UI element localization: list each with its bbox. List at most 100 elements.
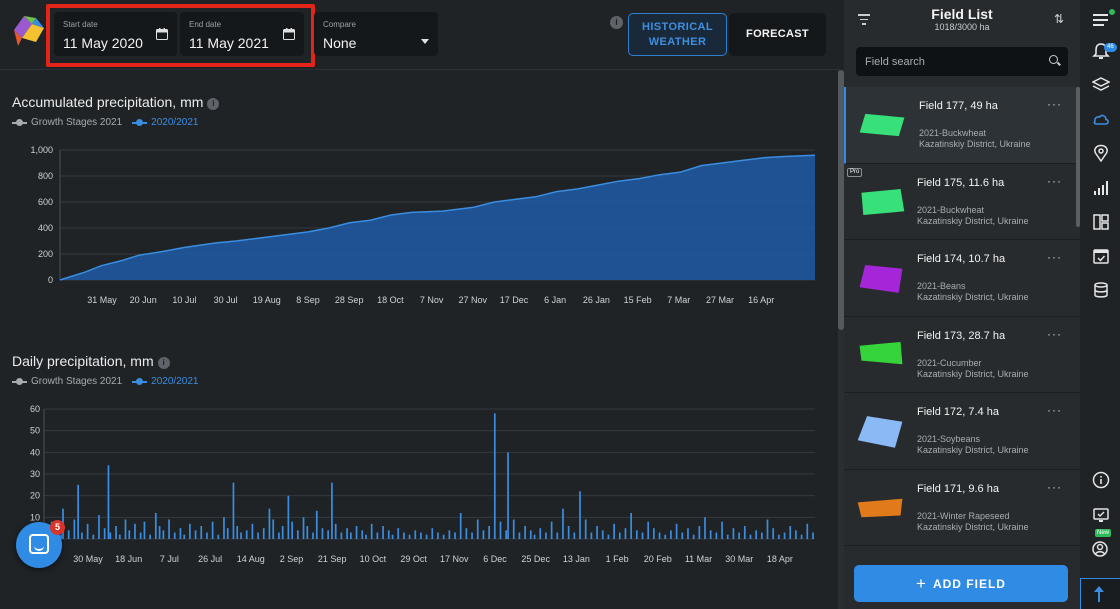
- dashboard-icon[interactable]: [1092, 213, 1110, 231]
- more-icon[interactable]: ···: [1047, 326, 1062, 341]
- signal-icon[interactable]: [1092, 179, 1110, 197]
- compare-value[interactable]: None: [323, 35, 357, 51]
- sort-icon[interactable]: ⇅: [1053, 12, 1064, 26]
- daily-bar: [60, 534, 62, 539]
- more-icon[interactable]: ···: [1047, 479, 1062, 494]
- chevron-down-icon[interactable]: [421, 39, 429, 44]
- x-tick-label: 1 Feb: [606, 554, 629, 564]
- info-icon[interactable]: i: [610, 16, 623, 29]
- y-tick-label: 800: [38, 171, 53, 181]
- end-date-field[interactable]: End date 11 May 2021: [180, 12, 304, 56]
- daily-bar: [77, 484, 80, 539]
- monitor-icon[interactable]: [1092, 507, 1110, 525]
- daily-bar: [783, 532, 786, 539]
- x-tick-label: 30 Mar: [725, 554, 753, 564]
- start-date-field[interactable]: Start date 11 May 2020: [54, 12, 177, 56]
- field-list-item[interactable]: Field 171, 9.6 ha 2021-Winter Rapeseed Kaz…: [844, 469, 1080, 546]
- user-icon[interactable]: [1092, 540, 1110, 558]
- daily-bar: [281, 526, 284, 539]
- calendar-check-icon[interactable]: [1092, 247, 1110, 265]
- y-tick-label: 0: [48, 275, 53, 285]
- field-list-item[interactable]: Field 177, 49 ha 2021-Buckwheat Kazatinski…: [844, 87, 1080, 164]
- layers-icon[interactable]: [1091, 76, 1111, 94]
- daily-bar: [194, 530, 197, 539]
- daily-bar: [459, 513, 462, 539]
- field-location: Kazatinskiy District, Ukraine: [917, 521, 1029, 532]
- daily-bar: [590, 532, 593, 539]
- daily-bar: [118, 534, 121, 539]
- daily-bar: [183, 534, 186, 539]
- chat-badge: 5: [50, 520, 65, 535]
- search-icon[interactable]: [1049, 55, 1058, 64]
- scroll-top-button[interactable]: [1080, 578, 1120, 609]
- start-date-value[interactable]: 11 May 2020: [63, 35, 143, 51]
- daily-bar: [107, 465, 110, 539]
- daily-bar: [743, 526, 746, 539]
- scrollbar-thumb[interactable]: [1076, 87, 1080, 227]
- compare-select[interactable]: Compare None: [314, 12, 438, 56]
- field-list-item[interactable]: Pro Field 175, 11.6 ha 2021-Buckwheat Kazat…: [844, 163, 1080, 240]
- daily-bar: [471, 532, 473, 539]
- daily-bar: [397, 528, 400, 539]
- daily-bar: [641, 532, 644, 539]
- cloud-icon[interactable]: [1092, 110, 1110, 128]
- info-icon[interactable]: i: [157, 357, 170, 369]
- daily-bar: [179, 528, 182, 539]
- end-date-value[interactable]: 11 May 2021: [189, 35, 269, 51]
- daily-chart-title: Daily precipitation, mm i: [12, 353, 170, 369]
- logo-icon[interactable]: [10, 12, 48, 48]
- info-icon[interactable]: i: [207, 98, 220, 110]
- scrollbar-thumb[interactable]: [838, 70, 844, 330]
- field-location: Kazatinskiy District, Ukraine: [917, 215, 1029, 226]
- daily-bar: [800, 534, 803, 539]
- legend-growth-stages[interactable]: Growth Stages 2021: [12, 117, 122, 128]
- legend-series-2020-2021[interactable]: 2020/2021: [132, 117, 198, 128]
- more-icon[interactable]: ···: [1047, 97, 1062, 111]
- menu-icon[interactable]: [1092, 11, 1110, 29]
- map-pin-icon[interactable]: [1092, 144, 1110, 163]
- field-list-scrollbar[interactable]: [1076, 87, 1080, 547]
- daily-bar: [173, 532, 176, 539]
- add-field-button[interactable]: + ADD FIELD: [854, 565, 1068, 602]
- main-scrollbar[interactable]: [838, 70, 844, 609]
- x-tick-label: 18 Jun: [115, 554, 142, 564]
- x-tick-label: 6 Jan: [544, 295, 566, 305]
- daily-bar: [772, 528, 775, 539]
- daily-bar: [670, 530, 672, 539]
- daily-bar: [162, 530, 165, 539]
- daily-bar: [721, 521, 723, 539]
- calendar-icon[interactable]: [156, 28, 168, 40]
- info-circle-icon[interactable]: [1092, 471, 1110, 489]
- daily-bar: [189, 523, 191, 539]
- historical-weather-button[interactable]: HISTORICAL WEATHER: [628, 13, 727, 56]
- daily-bar: [465, 528, 468, 539]
- daily-bar: [601, 530, 604, 539]
- filter-icon[interactable]: [858, 14, 870, 28]
- forecast-button[interactable]: FORECAST: [729, 13, 826, 56]
- daily-bar: [350, 532, 352, 539]
- daily-bar: [596, 526, 598, 539]
- daily-bar: [134, 523, 136, 539]
- field-shape-thumbnail: [857, 498, 903, 517]
- legend-series-2020-2021[interactable]: 2020/2021: [132, 376, 198, 387]
- field-list-item[interactable]: Field 172, 7.4 ha 2021-Soybeans Kazatinski…: [844, 393, 1080, 470]
- more-icon[interactable]: ···: [1047, 250, 1062, 264]
- more-icon[interactable]: ···: [1047, 403, 1062, 417]
- x-tick-label: 30 May: [73, 554, 103, 564]
- daily-bar: [268, 508, 271, 539]
- field-crop: 2021-Cucumber: [917, 357, 982, 368]
- x-tick-label: 27 Nov: [459, 295, 488, 305]
- more-icon[interactable]: ···: [1047, 173, 1062, 188]
- date-range-highlight: [46, 4, 315, 67]
- daily-bar: [327, 530, 329, 539]
- daily-bar: [806, 523, 809, 539]
- legend-growth-stages[interactable]: Growth Stages 2021: [12, 376, 122, 387]
- pro-badge: Pro: [847, 167, 863, 177]
- field-list-item[interactable]: Field 173, 28.7 ha 2021-Cucumber Kazatinsk…: [844, 316, 1080, 393]
- field-list-item[interactable]: Field 174, 10.7 ha 2021-Beans Kazatinskiy …: [844, 240, 1080, 317]
- daily-bar: [245, 530, 248, 539]
- daily-bar: [715, 532, 718, 539]
- calendar-icon[interactable]: [283, 28, 295, 40]
- field-search-input[interactable]: Field search: [856, 47, 1068, 76]
- database-icon[interactable]: [1092, 281, 1110, 299]
